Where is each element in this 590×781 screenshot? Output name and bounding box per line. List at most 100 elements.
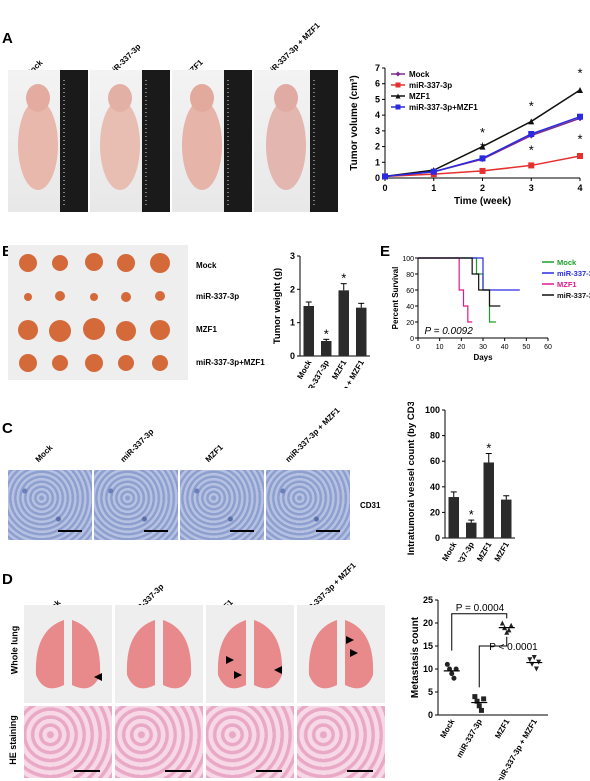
data-point bbox=[479, 155, 486, 162]
p-value: P = 0.0092 bbox=[425, 326, 474, 337]
mouse-photo bbox=[172, 70, 252, 212]
he-image bbox=[24, 706, 112, 778]
x-tick-label: 0 bbox=[416, 344, 420, 351]
panel-label-e: E bbox=[380, 243, 391, 260]
data-point bbox=[430, 168, 437, 175]
data-point bbox=[527, 657, 533, 663]
legend-marker bbox=[395, 93, 401, 99]
he-image bbox=[297, 706, 385, 778]
group-label: Mock bbox=[33, 443, 55, 464]
category-label: Mock bbox=[438, 717, 456, 740]
stain-label: CD31 bbox=[360, 501, 381, 510]
y-axis-label: Intratumoral vessel count (by CD31) bbox=[406, 402, 417, 555]
y-tick-label: 40 bbox=[406, 304, 414, 311]
y-tick-label: 0 bbox=[435, 533, 440, 543]
x-tick-label: 20 bbox=[457, 344, 465, 351]
y-axis-label: Metastasis count bbox=[410, 616, 421, 698]
ihc-image bbox=[266, 470, 350, 540]
category-label: MZF1 bbox=[493, 717, 512, 740]
category-label: miR-337-3p bbox=[455, 717, 484, 759]
y-axis-label: Tumor weight (g) bbox=[272, 268, 283, 344]
significance-star: * bbox=[529, 98, 534, 113]
lung-photos bbox=[24, 605, 385, 703]
tumor-volume-chart: 0 1 2 3 4 5 6 7 0 1 2 3 4 Time (week) Tumor volume (cm… bbox=[349, 63, 583, 207]
bar bbox=[356, 307, 367, 356]
mouse-photo bbox=[90, 70, 170, 212]
y-tick-label: 5 bbox=[428, 687, 433, 697]
category-label: Mock bbox=[440, 540, 458, 562]
bar bbox=[466, 522, 477, 538]
panel-label-c: C bbox=[2, 420, 13, 437]
data-point bbox=[474, 698, 480, 704]
y-tick-label: 40 bbox=[430, 482, 440, 492]
y-tick-label: 100 bbox=[402, 256, 414, 263]
x-tick-label: 0 bbox=[382, 183, 387, 193]
y-tick-label: 3 bbox=[375, 126, 380, 136]
survival-curve bbox=[418, 257, 473, 323]
mouse-photo bbox=[8, 70, 88, 212]
group-label: miR-337-3p bbox=[118, 427, 156, 464]
y-tick-label: 60 bbox=[406, 288, 414, 295]
survival-curve bbox=[418, 257, 501, 307]
y-tick-label: 0 bbox=[375, 173, 380, 183]
row-label-whole-lung: Whole lung bbox=[9, 625, 20, 675]
category-label: Mock bbox=[295, 358, 313, 381]
x-axis-label: Days bbox=[473, 353, 493, 362]
significance-star: * bbox=[529, 142, 534, 157]
y-tick-label: 1 bbox=[375, 157, 380, 167]
data-point bbox=[577, 153, 583, 159]
data-point bbox=[479, 167, 486, 174]
bar bbox=[303, 306, 314, 356]
bar bbox=[501, 499, 512, 538]
bar bbox=[448, 497, 459, 538]
y-tick-label: 80 bbox=[430, 431, 440, 441]
row-label-he-staining: HE staining bbox=[7, 715, 18, 765]
bracket bbox=[451, 613, 508, 651]
data-point bbox=[478, 707, 484, 713]
y-axis-label: Tumor volume (cm³) bbox=[349, 75, 360, 170]
bar bbox=[321, 341, 332, 356]
data-point bbox=[528, 162, 535, 169]
significance-star: * bbox=[480, 125, 485, 140]
significance-star: * bbox=[469, 507, 474, 522]
significance-star: * bbox=[341, 271, 346, 286]
y-tick-label: 15 bbox=[423, 641, 433, 651]
data-point bbox=[533, 666, 539, 672]
category-label: MZF1 bbox=[330, 358, 349, 381]
y-tick-label: 25 bbox=[423, 595, 433, 605]
data-point bbox=[577, 113, 583, 120]
row-label: miR-337-3p bbox=[196, 292, 240, 301]
y-tick-label: 0 bbox=[290, 351, 295, 361]
row-label: Mock bbox=[196, 261, 217, 270]
survival-curve bbox=[418, 257, 520, 291]
legend-marker bbox=[395, 71, 401, 77]
y-tick-label: 2 bbox=[290, 284, 295, 294]
significance-star: * bbox=[486, 441, 491, 456]
data-point bbox=[508, 622, 514, 628]
y-tick-label: 3 bbox=[290, 251, 295, 261]
group-label: MZF1 bbox=[203, 442, 225, 464]
data-point bbox=[506, 627, 512, 633]
legend-label: Mock bbox=[557, 258, 577, 267]
legend-marker bbox=[395, 82, 401, 88]
mouse-photo bbox=[254, 70, 338, 212]
ihc-image bbox=[8, 470, 92, 540]
data-point bbox=[499, 620, 505, 626]
legend-label: MZF1 bbox=[557, 280, 577, 289]
tumor-photo bbox=[8, 245, 188, 380]
x-axis-label: Time (week) bbox=[454, 196, 511, 207]
x-tick-label: 4 bbox=[577, 183, 582, 193]
panel-label-a: A bbox=[2, 30, 13, 47]
y-tick-label: 20 bbox=[406, 320, 414, 327]
legend-label: Mock bbox=[409, 70, 430, 79]
y-tick-label: 20 bbox=[430, 507, 440, 517]
data-point bbox=[449, 671, 455, 677]
significance-star: * bbox=[577, 131, 582, 146]
y-tick-label: 20 bbox=[423, 618, 433, 628]
group-label: miR-337-3p + MZF1 bbox=[283, 405, 342, 464]
panel-label-d: D bbox=[2, 571, 13, 588]
data-point bbox=[451, 675, 457, 681]
data-point bbox=[577, 87, 583, 93]
x-tick-label: 50 bbox=[522, 344, 530, 351]
bracket-label: P = 0.0004 bbox=[456, 603, 505, 614]
